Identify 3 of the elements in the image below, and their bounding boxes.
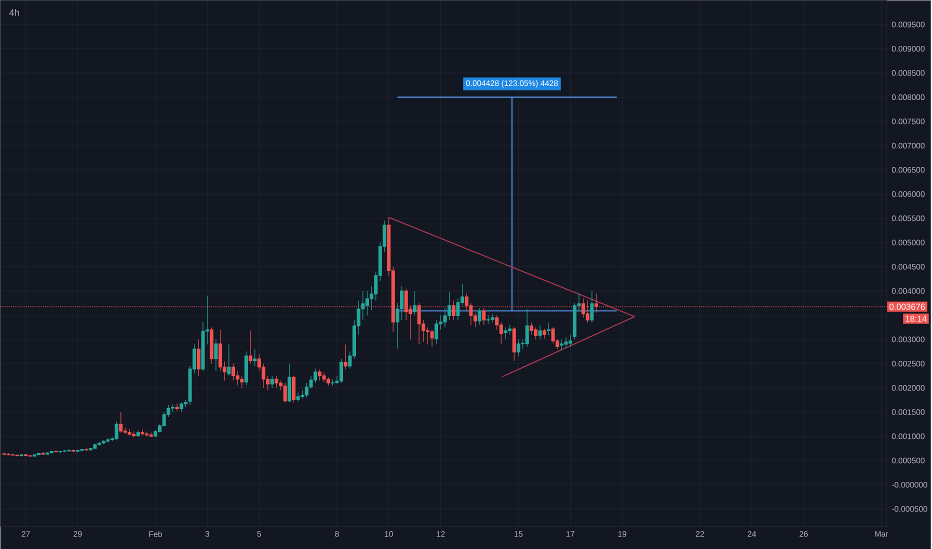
ref-line-label: 0.003676 [889,303,925,310]
text: 4h [9,8,19,16]
text: 18:14 [906,315,927,322]
